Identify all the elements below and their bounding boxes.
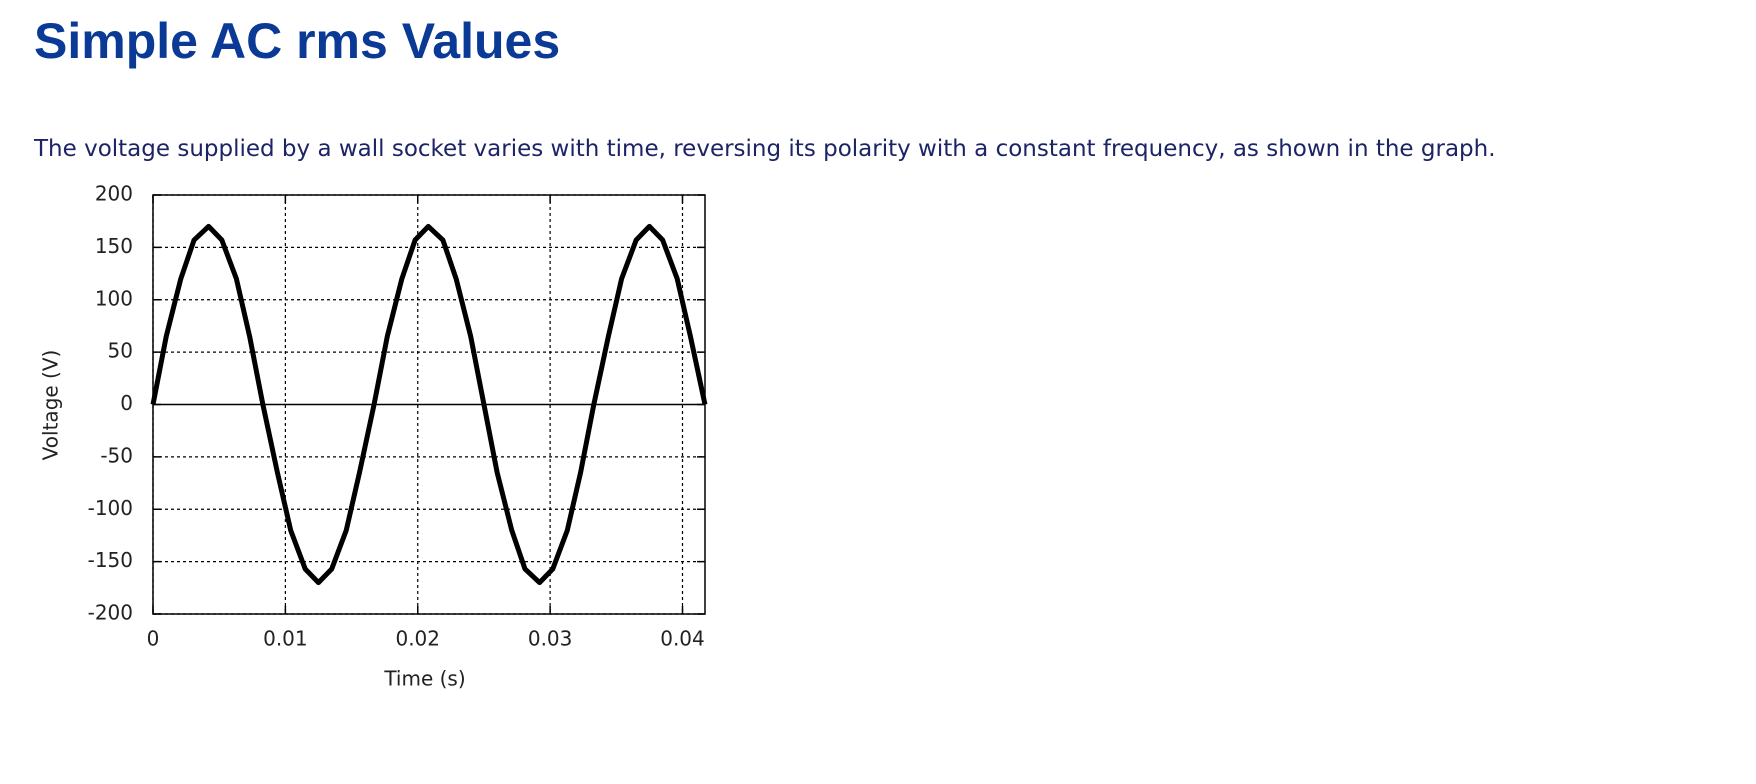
- x-axis-label: Time (s): [383, 667, 465, 691]
- y-tick-label: -50: [100, 443, 133, 467]
- chart: Voltage (V) Time (s) -200 -150 -100 -50 0 50 1…: [39, 182, 708, 691]
- y-tick-label: 50: [108, 339, 133, 363]
- y-tick-label: 200: [95, 182, 133, 206]
- page-title: Simple AC rms Values: [34, 13, 561, 69]
- y-tick-label: 100: [95, 286, 133, 310]
- y-tick-label: 150: [95, 234, 133, 258]
- x-tick-label: 0.04: [660, 627, 705, 651]
- x-tick-label: 0: [147, 627, 160, 651]
- y-axis-label: Voltage (V): [39, 350, 63, 461]
- x-tick-label: 0.02: [395, 627, 440, 651]
- y-tick-label: -150: [88, 548, 133, 572]
- voltage-line: [150, 223, 708, 586]
- x-tick-label: 0.01: [263, 627, 308, 651]
- intro-paragraph: The voltage supplied by a wall socket va…: [34, 136, 1496, 162]
- y-tick-label: -100: [88, 496, 133, 520]
- y-tick-label: 0: [120, 391, 133, 415]
- x-tick-label: 0.03: [528, 627, 573, 651]
- y-tick-label: -200: [88, 601, 133, 625]
